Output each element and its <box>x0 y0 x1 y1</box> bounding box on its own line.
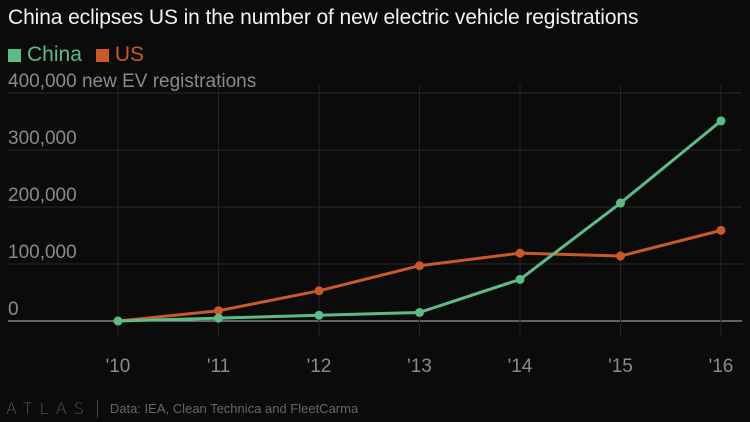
data-point-china <box>415 307 424 317</box>
footer-divider <box>96 399 98 418</box>
legend-label-china: China <box>27 43 82 66</box>
data-point-us <box>314 286 324 296</box>
x-tick-label: '10 <box>106 356 131 377</box>
y-tick-label: 400,000 new EV registrations <box>8 71 256 92</box>
data-point-china <box>113 316 123 326</box>
x-tick-label: '16 <box>709 356 734 377</box>
y-tick-label: 100,000 <box>8 242 77 263</box>
x-tick-label: '11 <box>207 356 230 377</box>
chart-title: China eclipses US in the number of new e… <box>8 6 639 29</box>
data-point-china <box>314 310 324 320</box>
legend-label-us: US <box>114 43 145 66</box>
x-tick-label: '13 <box>407 356 432 377</box>
x-tick-label: '12 <box>307 356 332 377</box>
y-tick-label: 0 <box>8 299 19 320</box>
data-point-us <box>214 306 223 316</box>
legend-swatch-china <box>8 48 21 62</box>
data-point-us <box>415 261 424 271</box>
footer: ATLAS Data: IEA, Clean Technica and Flee… <box>6 399 358 418</box>
chart-legend: China US <box>8 43 158 67</box>
legend-item-us: US <box>95 43 145 67</box>
data-point-us <box>515 248 525 258</box>
atlas-logo: ATLAS <box>6 399 91 418</box>
data-point-china <box>616 198 625 208</box>
source-note: Data: IEA, Clean Technica and FleetCarma <box>109 401 359 416</box>
legend-swatch-us <box>95 48 109 62</box>
data-point-china <box>515 274 525 284</box>
legend-item-china: China <box>8 43 82 67</box>
data-point-china <box>214 313 223 323</box>
data-point-us <box>716 225 726 235</box>
x-tick-label: '14 <box>508 356 533 377</box>
y-tick-label: 200,000 <box>8 185 77 206</box>
x-tick-label: '15 <box>608 356 633 377</box>
y-tick-label: 300,000 <box>8 128 77 149</box>
data-point-china <box>716 116 726 126</box>
data-point-us <box>616 251 625 261</box>
